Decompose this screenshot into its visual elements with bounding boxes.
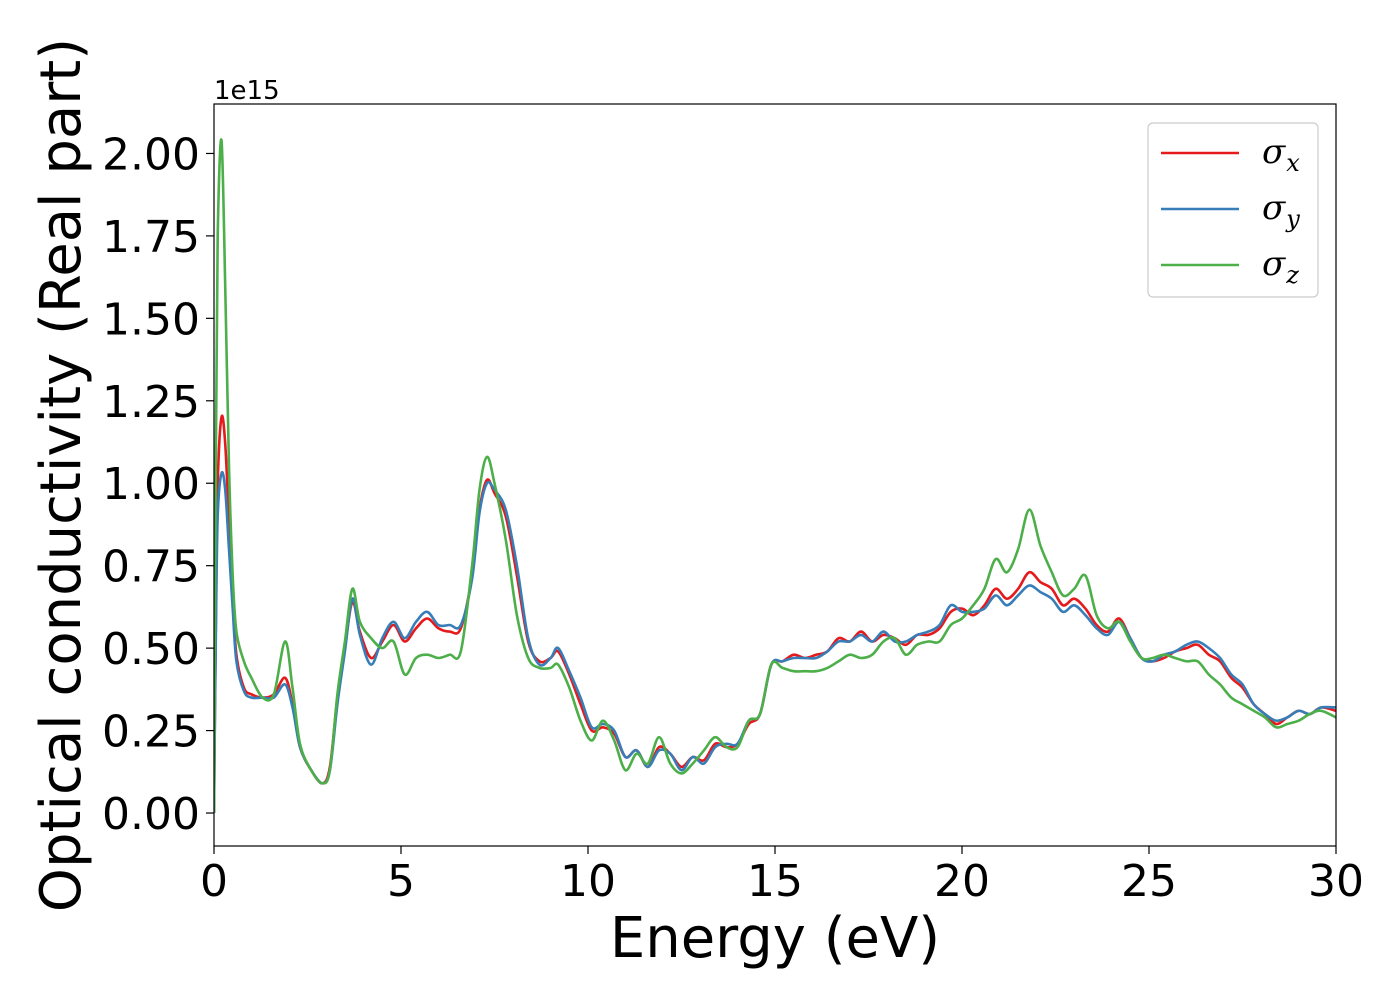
series-line-z	[214, 138, 1336, 814]
x-tick-label: 0	[200, 856, 228, 907]
y-tick-label: 0.00	[102, 789, 200, 840]
y-tick-label: 0.75	[102, 542, 200, 593]
legend-label-y: σy	[1262, 188, 1300, 233]
x-tick-label: 5	[387, 856, 415, 907]
x-tick-label: 20	[934, 856, 990, 907]
y-axis-title: Optical conductivity (Real part)	[29, 38, 94, 912]
series-layer	[214, 138, 1336, 814]
x-axis-title: Energy (eV)	[610, 906, 940, 971]
x-axis: 0 5 10 15 20 25 30	[200, 846, 1364, 907]
x-tick-label: 10	[560, 856, 616, 907]
x-tick-label: 25	[1121, 856, 1177, 907]
y-tick-label: 1.50	[102, 294, 200, 345]
y-tick-label: 1.00	[102, 459, 200, 510]
x-tick-label: 15	[747, 856, 803, 907]
y-tick-label: 1.25	[102, 377, 200, 428]
y-offset-text: 1e15	[214, 76, 280, 106]
y-axis: 0.00 0.25 0.50 0.75 1.00 1.25 1.50 1.75 2.00	[102, 129, 214, 840]
y-tick-label: 0.50	[102, 624, 200, 675]
y-tick-label: 0.25	[102, 707, 200, 758]
x-tick-label: 30	[1308, 856, 1364, 907]
y-tick-label: 2.00	[102, 129, 200, 180]
y-tick-label: 1.75	[102, 212, 200, 263]
